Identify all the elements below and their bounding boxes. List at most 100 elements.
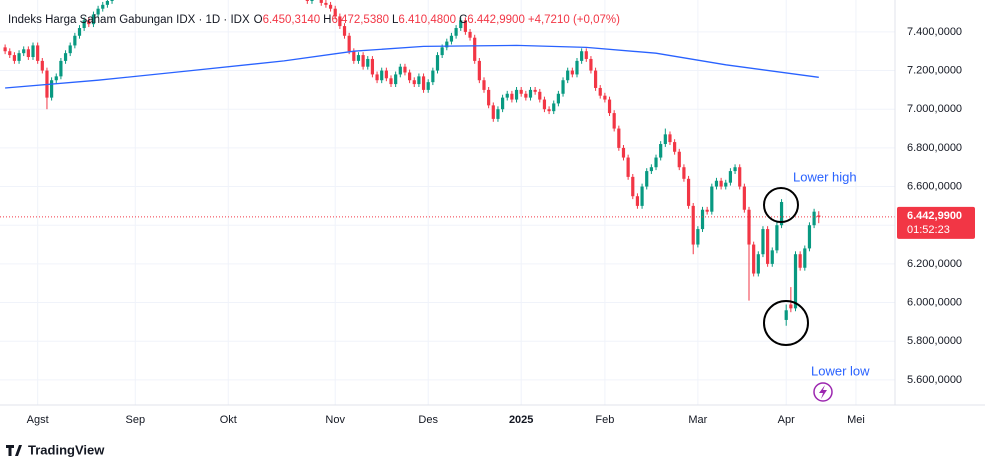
candle-body (696, 229, 700, 245)
axes: 5.600,0000 5.800,0000 6.000,0000 6.200,0000… (27, 26, 975, 426)
x-tick-label: Okt (220, 414, 237, 426)
x-tick-label: Nov (325, 414, 345, 426)
candle-body (514, 89, 519, 100)
candle-body (817, 215, 821, 217)
candle-body (101, 4, 105, 9)
candle-body (22, 49, 26, 54)
candle-body (659, 144, 663, 158)
candle-body (105, 0, 109, 5)
candle-body (398, 66, 402, 75)
brand-logo[interactable]: TradingView (6, 442, 105, 457)
candle-body (775, 225, 779, 251)
candle-body (412, 80, 416, 85)
candle-body (556, 93, 560, 104)
candle-body (63, 53, 68, 61)
candle-body (761, 229, 765, 255)
candle-body (477, 60, 481, 81)
candle-body (640, 186, 644, 206)
candle-body (738, 167, 742, 187)
candle-body (110, 0, 114, 1)
y-tick-label: 6.600,0000 (907, 180, 962, 192)
candle-body (663, 134, 667, 145)
candle-body (3, 47, 7, 52)
ohlc-label: O (254, 14, 263, 26)
candle-body (31, 45, 35, 58)
candle-body (505, 93, 509, 98)
candle-body (333, 8, 337, 17)
header-title: Indeks Harga Saham Gabungan IDX · 1D · I… (8, 14, 250, 26)
candle-body (319, 0, 323, 3)
candle-body (691, 205, 695, 245)
last-price-box (897, 206, 975, 239)
candle-body (603, 95, 607, 100)
candle-body (347, 35, 351, 52)
candle-body (710, 186, 714, 212)
candle-body (68, 45, 72, 54)
candle-body (380, 70, 384, 81)
candle-body (756, 254, 760, 274)
x-tick-label: Sep (126, 414, 146, 426)
candle-body (91, 14, 96, 25)
candle-body (705, 209, 709, 212)
candle-body (747, 209, 751, 245)
candle-body (654, 157, 658, 168)
events-icon[interactable] (813, 382, 833, 402)
candle-body (649, 167, 653, 172)
candle-body (384, 70, 388, 79)
candle-body (426, 82, 430, 90)
candle-body (766, 229, 770, 264)
x-tick-label: Mar (688, 414, 707, 426)
candle-body (310, 0, 314, 1)
highlight-circle (763, 187, 799, 223)
candle-body (36, 45, 40, 61)
candle-body (389, 78, 393, 85)
candle-body (17, 53, 21, 61)
candle-body (375, 74, 379, 81)
candle-body (394, 74, 398, 85)
candle-body (561, 80, 565, 94)
candle-body (700, 209, 705, 230)
highlight-circle (763, 300, 809, 346)
candle-body (607, 99, 612, 114)
candle-body (26, 49, 30, 58)
candle-body (431, 70, 435, 83)
candle-body (50, 80, 54, 98)
candle-body (459, 20, 463, 29)
candle-body (575, 60, 579, 75)
candle-body (631, 176, 635, 197)
candle-body (361, 55, 365, 67)
candle-body (328, 4, 333, 9)
candle-body (635, 196, 640, 206)
candle-body (59, 60, 63, 77)
candle-body (524, 93, 528, 98)
candle-body (770, 250, 774, 264)
ohlc-value: 6.442,9900 (467, 14, 525, 26)
x-tick-label: Feb (595, 414, 614, 426)
annotation: Lower high (793, 169, 857, 184)
candle-body (593, 70, 598, 88)
candle-body (733, 167, 737, 172)
candle-body (570, 70, 574, 75)
candle-body (612, 113, 616, 129)
candle-body (8, 51, 12, 56)
candle-body (621, 147, 626, 158)
candle-body (342, 26, 347, 36)
candle-body (533, 89, 537, 92)
candle-body (807, 225, 812, 249)
candle-body (491, 105, 495, 119)
candle-body (779, 202, 784, 226)
candle-body (463, 20, 467, 32)
ohlc-label: H (323, 14, 331, 26)
candle-body (793, 254, 798, 309)
x-tick-label: Agst (27, 414, 49, 426)
candle-body (519, 89, 523, 94)
candle-body (510, 93, 514, 100)
candle-body (673, 142, 677, 152)
ohlc-value: 6.472,5380 (331, 14, 389, 26)
candle-body (626, 157, 630, 177)
candle-body (645, 171, 649, 187)
change: +4,7210 (+0,07%) (528, 14, 620, 26)
ohlc-label: C (459, 14, 467, 26)
candle-body (482, 80, 486, 90)
